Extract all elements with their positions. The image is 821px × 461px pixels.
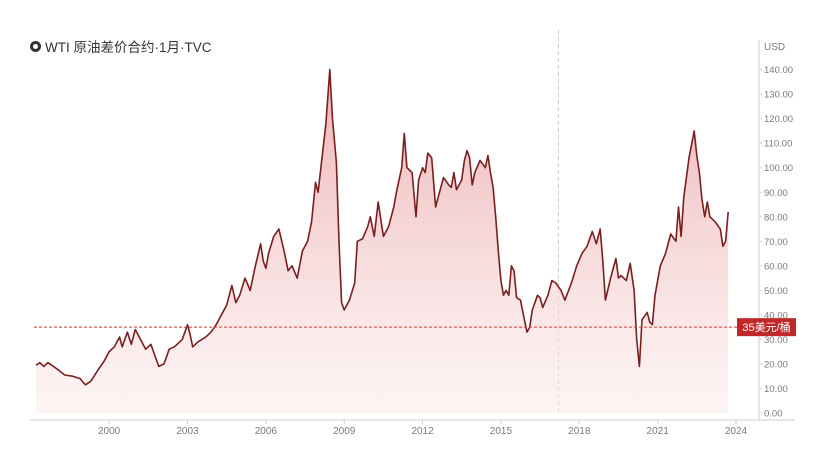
y-tick-label: 10.00: [764, 384, 788, 395]
x-tick-label: 2006: [255, 426, 278, 437]
y-tick-label: 80.00: [764, 212, 788, 223]
y-tick-label: 120.00: [764, 114, 793, 125]
y-tick-label: 0.00: [764, 409, 783, 420]
x-tick-label: 2021: [647, 426, 670, 437]
y-tick-label: 50.00: [764, 286, 788, 297]
y-tick-label: 40.00: [764, 310, 788, 321]
price-area-fill: [36, 69, 729, 413]
x-tick-label: 2000: [98, 426, 121, 437]
reference-layer: 35美元/桶: [34, 318, 796, 337]
chart-title: WTI 原油差价合约·1月·TVC: [30, 36, 212, 56]
y-tick-label: 130.00: [764, 90, 793, 101]
axes-layer: USD 0.00 10.00 20.00 30.00 40.00 50.00 60.00 70.…: [30, 40, 795, 437]
y-tick-label: 110.00: [764, 139, 792, 150]
y-tick-label: 140.00: [764, 65, 793, 76]
x-tick-label: 2018: [568, 426, 591, 437]
reference-label: 35美元/桶: [742, 320, 790, 334]
y-tick-label: 30.00: [764, 335, 788, 346]
target-icon: [30, 40, 41, 52]
x-tick-label: 2015: [490, 426, 513, 437]
y-tick-label: 60.00: [764, 261, 788, 272]
reference-label-bg: [737, 318, 796, 337]
y-tick-label: 70.00: [764, 237, 788, 248]
y-axis-unit-label: USD: [764, 42, 785, 53]
y-tick-label: 100.00: [764, 163, 793, 174]
area-layer: [35, 30, 729, 413]
x-tick-label: 2012: [411, 426, 434, 437]
x-tick-label: 2024: [725, 426, 748, 437]
x-tick-label: 2009: [333, 426, 356, 437]
price-series-line: [35, 68, 729, 386]
y-tick-label: 90.00: [764, 188, 788, 199]
chart-title-text: WTI 原油差价合约·1月·TVC: [45, 40, 212, 55]
x-tick-label: 2003: [176, 426, 199, 437]
y-tick-label: 20.00: [764, 359, 788, 370]
